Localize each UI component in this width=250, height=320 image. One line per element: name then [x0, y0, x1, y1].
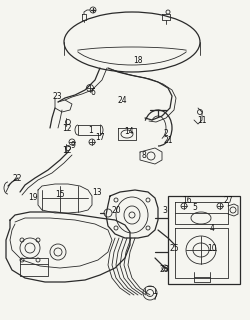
Text: 24: 24 [118, 95, 128, 105]
Text: 1: 1 [88, 125, 93, 134]
Text: 17: 17 [95, 132, 105, 141]
Text: 12: 12 [62, 124, 72, 132]
Text: 15: 15 [55, 189, 65, 198]
Text: 21: 21 [163, 135, 172, 145]
Text: 26: 26 [160, 266, 170, 275]
Text: 4: 4 [210, 223, 215, 233]
Text: 14: 14 [124, 126, 134, 135]
Text: 27: 27 [224, 196, 234, 204]
Text: 3: 3 [162, 205, 167, 214]
Bar [20, 258, 48, 276]
Text: 9: 9 [70, 140, 75, 149]
Text: 5: 5 [192, 203, 197, 212]
Text: 7: 7 [152, 292, 157, 301]
Text: 18: 18 [133, 55, 142, 65]
Text: 8: 8 [142, 150, 147, 159]
Text: 6: 6 [90, 87, 95, 97]
Text: 19: 19 [28, 193, 38, 202]
Text: 20: 20 [112, 205, 122, 214]
Text: 10: 10 [207, 244, 216, 252]
Text: 12: 12 [62, 146, 72, 155]
Text: 23: 23 [52, 92, 62, 100]
Text: 2: 2 [163, 129, 168, 138]
Text: 22: 22 [12, 173, 22, 182]
Text: 13: 13 [92, 188, 102, 196]
Bar [168, 196, 240, 284]
Text: 11: 11 [197, 116, 206, 124]
Text: 16: 16 [182, 196, 192, 204]
Text: 25: 25 [170, 244, 179, 252]
